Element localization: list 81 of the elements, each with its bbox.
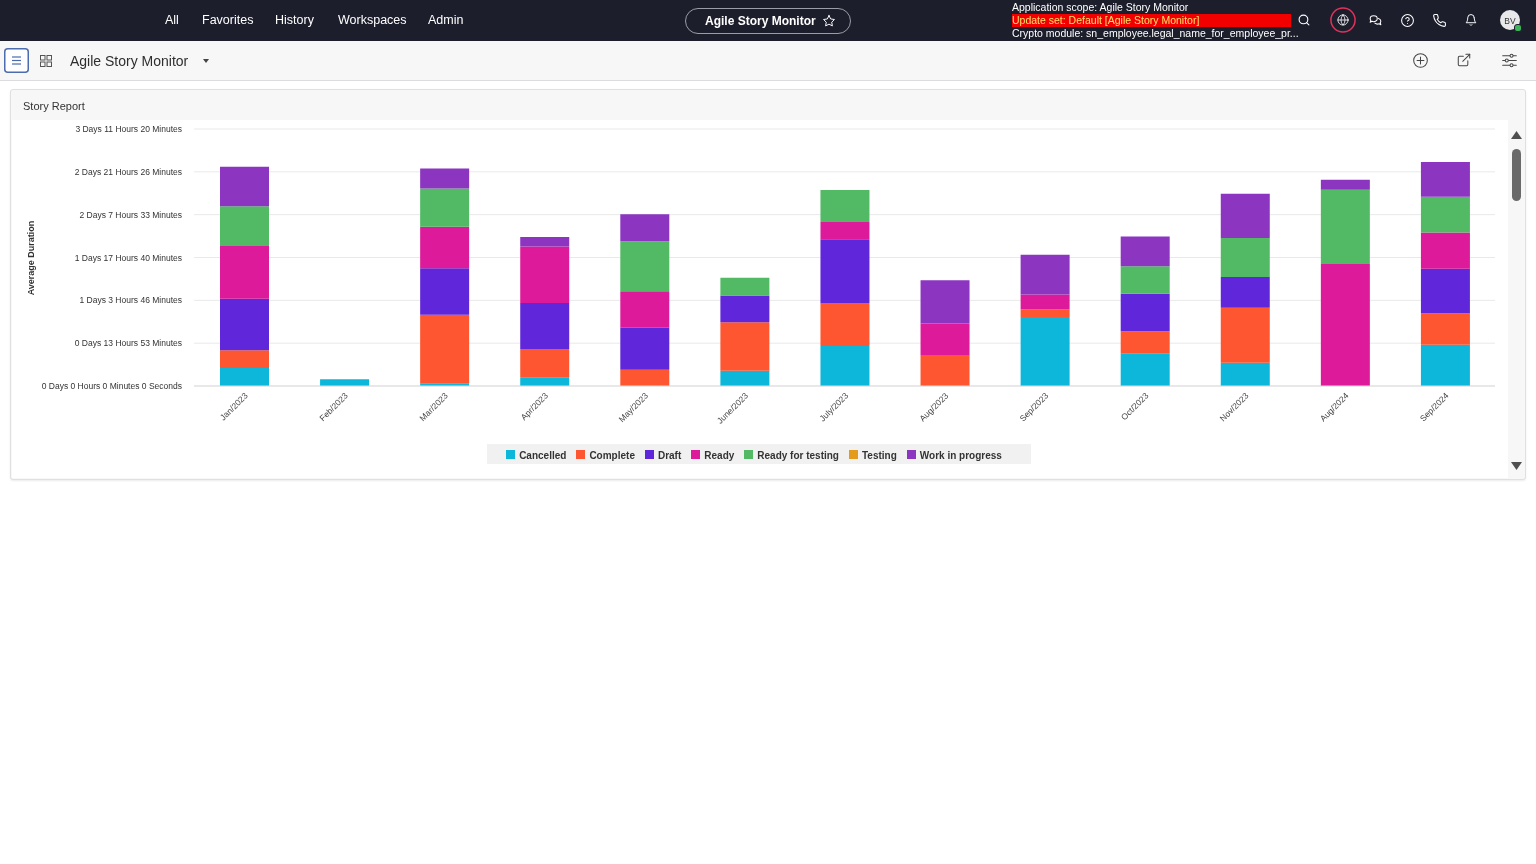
text: Application scope: Agile Story Monitor: [1012, 1, 1189, 13]
bar: [1220, 362, 1270, 386]
legend-label: Ready: [704, 450, 735, 461]
text: Favorites: [202, 13, 254, 28]
bar: [520, 246, 570, 304]
bar: [620, 214, 670, 242]
legend-label: Complete: [589, 450, 635, 461]
bar: [1220, 307, 1270, 363]
bar: [520, 237, 570, 247]
text: History: [275, 13, 314, 28]
bar: [920, 280, 970, 324]
bar: [720, 277, 770, 296]
bar: [720, 322, 770, 371]
bar: [220, 368, 269, 386]
bar: [820, 221, 870, 240]
text: 0 Days 0 Hours 0 Minutes 0 Seconds: [41, 380, 182, 392]
text: Workspaces: [338, 13, 407, 28]
bar: [720, 370, 770, 386]
text: 1 Days 3 Hours 46 Minutes: [79, 294, 182, 307]
bar: [1420, 268, 1470, 314]
bar: [1320, 263, 1370, 386]
text: 0 Days 13 Hours 53 Minutes: [74, 337, 182, 350]
bar: [420, 188, 470, 227]
text: Update set: Default [Agile Story Monitor]: [1012, 14, 1200, 27]
bar: [1120, 266, 1170, 294]
bar: [220, 298, 269, 351]
bar: [1020, 294, 1070, 310]
bar: [720, 295, 770, 323]
bar: [1220, 193, 1270, 239]
bar: [220, 166, 269, 207]
legend-label: Testing: [861, 450, 897, 461]
text: Admin: [428, 13, 464, 28]
bar: [820, 303, 870, 347]
bar: [220, 350, 269, 369]
bar: [1020, 316, 1070, 386]
bar: [1020, 309, 1070, 317]
text: 2 Days 7 Hours 33 Minutes: [79, 208, 182, 221]
text: 3 Days 11 Hours 20 Minutes: [75, 123, 182, 135]
bar: [1420, 161, 1470, 197]
text: Average Duration: [25, 220, 37, 296]
bar: [1020, 254, 1070, 295]
bar: [820, 346, 870, 386]
bar: [620, 369, 670, 386]
bar: [1120, 293, 1170, 332]
bar: [1320, 189, 1370, 264]
bar: [1120, 236, 1170, 267]
bar: [820, 239, 870, 304]
bar: [420, 268, 470, 315]
bar: [420, 226, 470, 269]
bar: [1420, 313, 1470, 345]
bar: [620, 327, 670, 370]
bar: [820, 189, 870, 222]
bar: [220, 245, 269, 299]
legend-label: Draft: [657, 450, 682, 461]
bar: [920, 323, 970, 356]
bar: [620, 291, 670, 328]
legend-label: Work in progress: [919, 450, 1002, 461]
bar: [1420, 196, 1470, 233]
text: Agile Story Monitor: [70, 52, 189, 70]
legend-label: Cancelled: [519, 450, 567, 461]
legend-label: Ready for testing: [757, 450, 839, 461]
bar: [920, 355, 970, 386]
bar: [1120, 331, 1170, 354]
bar: [1420, 344, 1470, 386]
bar: [220, 206, 269, 246]
bar: [1220, 277, 1270, 308]
text: Agile Story Monitor: [705, 13, 816, 29]
bar: [420, 168, 470, 189]
bar: [1220, 238, 1270, 278]
text: 2 Days 21 Hours 26 Minutes: [74, 165, 182, 178]
bar: [1120, 353, 1170, 386]
bar: [520, 303, 570, 350]
bar: [620, 241, 670, 292]
text: Crypto module: sn_employee.legal_name_for_employee_pr...: [1012, 27, 1299, 39]
text: All: [165, 13, 179, 28]
bar: [520, 349, 570, 378]
text: 1 Days 17 Hours 40 Minutes: [74, 251, 182, 264]
bar: [1320, 179, 1370, 190]
bar: [1420, 232, 1470, 269]
text: Story Report: [23, 99, 85, 113]
bar: [420, 314, 470, 384]
